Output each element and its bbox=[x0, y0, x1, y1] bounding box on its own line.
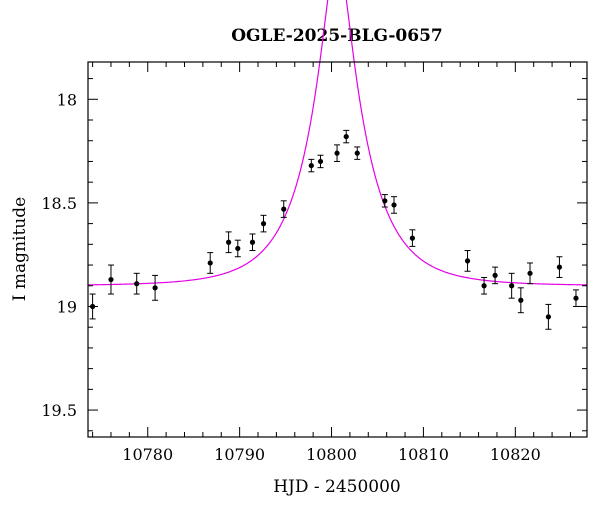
point-marker bbox=[334, 150, 340, 156]
data-point bbox=[481, 276, 488, 295]
point-marker bbox=[492, 272, 498, 278]
point-marker bbox=[260, 221, 267, 227]
point-marker bbox=[317, 158, 324, 165]
point-marker bbox=[391, 202, 397, 208]
point-marker bbox=[382, 198, 388, 204]
data-point bbox=[107, 264, 114, 295]
data-point bbox=[280, 200, 287, 218]
data-point bbox=[133, 272, 140, 295]
data-point bbox=[354, 146, 361, 160]
point-marker bbox=[207, 260, 213, 266]
point-marker bbox=[354, 150, 360, 156]
point-marker bbox=[527, 270, 533, 276]
y-tick-label: 18 bbox=[57, 90, 77, 109]
point-marker bbox=[573, 295, 579, 301]
data-point bbox=[391, 196, 398, 214]
point-marker bbox=[545, 314, 552, 320]
data-point bbox=[260, 214, 267, 233]
data-point bbox=[527, 262, 534, 285]
x-axis-label: HJD - 2450000 bbox=[273, 477, 401, 497]
x-tick-labels: 10780 10790 10800 10810 10820 bbox=[122, 445, 540, 464]
axis-ticks-layer bbox=[88, 62, 587, 437]
x-tick-label: 10780 bbox=[122, 445, 173, 464]
point-marker bbox=[409, 235, 415, 241]
data-point bbox=[343, 129, 350, 144]
model-curve-layer bbox=[87, 0, 588, 286]
data-point bbox=[556, 256, 563, 278]
chart-title: OGLE-2025-BLG-0657 bbox=[231, 26, 443, 46]
point-marker bbox=[464, 258, 471, 264]
data-point bbox=[381, 194, 388, 208]
point-marker bbox=[556, 264, 563, 270]
y-tick-labels: 18 18.5 19 19.5 bbox=[41, 90, 77, 420]
model-curve bbox=[87, 0, 588, 286]
data-point bbox=[492, 266, 499, 285]
data-point bbox=[152, 274, 159, 301]
x-tick-label: 10820 bbox=[490, 445, 541, 464]
plot-frame bbox=[87, 61, 588, 438]
point-marker bbox=[108, 276, 114, 283]
data-point bbox=[234, 239, 241, 258]
point-marker bbox=[518, 297, 524, 303]
point-marker bbox=[235, 245, 241, 252]
point-marker bbox=[281, 206, 287, 212]
data-point bbox=[317, 154, 324, 169]
data-point bbox=[249, 233, 256, 252]
data-point bbox=[308, 158, 315, 173]
x-tick-label: 10810 bbox=[398, 445, 449, 464]
point-marker bbox=[308, 162, 314, 169]
point-marker bbox=[249, 239, 256, 245]
data-point bbox=[334, 144, 341, 162]
data-point bbox=[409, 229, 416, 247]
point-marker bbox=[152, 285, 158, 291]
data-points-layer bbox=[89, 129, 579, 330]
y-axis-label: I magnitude bbox=[10, 197, 30, 301]
x-tick-label: 10800 bbox=[306, 445, 357, 464]
point-marker bbox=[481, 283, 487, 289]
point-marker bbox=[134, 281, 140, 287]
data-point bbox=[517, 287, 524, 314]
data-point bbox=[464, 250, 471, 272]
point-marker bbox=[226, 239, 232, 245]
point-marker bbox=[343, 133, 349, 140]
data-point bbox=[207, 252, 214, 274]
data-point bbox=[572, 289, 579, 307]
point-marker bbox=[509, 283, 515, 289]
data-point bbox=[508, 272, 515, 299]
x-tick-label: 10790 bbox=[214, 445, 265, 464]
data-point bbox=[225, 231, 232, 254]
y-tick-label: 19 bbox=[57, 297, 77, 316]
y-tick-label: 18.5 bbox=[41, 194, 77, 213]
y-tick-label: 19.5 bbox=[41, 401, 77, 420]
data-point bbox=[545, 303, 552, 330]
